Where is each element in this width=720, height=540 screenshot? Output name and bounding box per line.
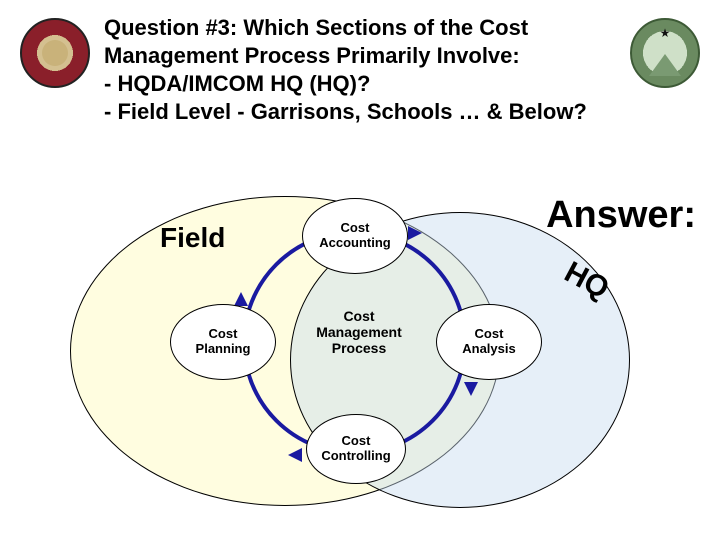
cycle-center-label: CostManagementProcess: [304, 308, 414, 356]
arrowhead-icon: [234, 292, 248, 306]
node-cost-controlling: CostControlling: [306, 414, 406, 484]
diagram-stage: Field HQ CostAccounting CostAnalysis Cos…: [0, 0, 720, 540]
node-cost-planning: CostPlanning: [170, 304, 276, 380]
center-text: CostManagementProcess: [316, 308, 402, 356]
arrowhead-icon: [464, 382, 478, 396]
node-cost-accounting: CostAccounting: [302, 198, 408, 274]
node-label: CostAnalysis: [462, 327, 515, 357]
node-cost-analysis: CostAnalysis: [436, 304, 542, 380]
node-label: CostPlanning: [196, 327, 251, 357]
arrowhead-icon: [288, 448, 302, 462]
arrowhead-icon: [408, 226, 422, 240]
cost-cycle: CostAccounting CostAnalysis CostControll…: [188, 212, 518, 512]
node-label: CostControlling: [321, 434, 390, 464]
node-label: CostAccounting: [319, 221, 391, 251]
